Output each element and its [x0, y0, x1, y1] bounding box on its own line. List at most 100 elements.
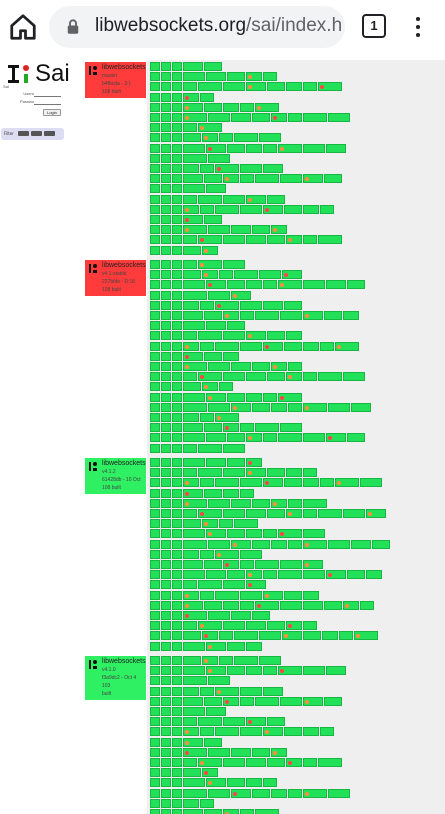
build-target[interactable] — [267, 509, 285, 518]
build-target[interactable] — [161, 458, 171, 467]
build-target[interactable] — [326, 666, 346, 676]
build-target[interactable] — [172, 133, 182, 143]
build-target[interactable] — [183, 539, 207, 549]
build-target[interactable] — [172, 82, 182, 92]
build-target[interactable] — [303, 402, 327, 412]
build-target[interactable] — [320, 341, 334, 351]
build-target[interactable] — [161, 549, 171, 559]
build-target[interactable] — [172, 478, 182, 488]
build-target[interactable] — [202, 656, 218, 665]
build-target[interactable] — [183, 174, 203, 184]
build-target[interactable] — [161, 392, 171, 402]
build-target[interactable] — [263, 341, 283, 351]
build-target[interactable] — [246, 570, 262, 580]
build-target[interactable] — [183, 433, 205, 443]
build-target[interactable] — [150, 727, 160, 737]
build-target[interactable] — [240, 478, 262, 488]
build-target[interactable] — [172, 280, 182, 290]
build-target[interactable] — [150, 443, 160, 453]
build-target[interactable] — [360, 478, 382, 488]
build-target[interactable] — [172, 676, 182, 686]
build-target[interactable] — [286, 758, 302, 767]
build-target[interactable] — [288, 498, 302, 508]
build-target[interactable] — [255, 696, 279, 706]
build-target[interactable] — [231, 611, 251, 620]
build-target[interactable] — [198, 468, 222, 478]
build-target[interactable] — [161, 133, 171, 143]
build-target[interactable] — [150, 656, 160, 665]
build-target[interactable] — [278, 666, 302, 676]
build-target[interactable] — [223, 423, 239, 433]
build-target[interactable] — [183, 509, 197, 518]
build-target[interactable] — [183, 631, 201, 641]
build-target[interactable] — [198, 621, 222, 631]
build-target[interactable] — [150, 666, 160, 676]
build-target[interactable] — [267, 468, 285, 478]
build-target[interactable] — [366, 509, 386, 518]
build-target[interactable] — [215, 164, 239, 173]
build-target[interactable] — [198, 509, 222, 518]
build-target[interactable] — [288, 539, 302, 549]
build-target[interactable] — [324, 311, 342, 320]
build-target[interactable] — [183, 737, 203, 747]
build-target[interactable] — [161, 707, 171, 716]
build-target[interactable] — [198, 260, 222, 269]
build-target[interactable] — [223, 580, 245, 590]
build-target[interactable] — [303, 590, 319, 600]
build-target[interactable] — [324, 174, 342, 184]
build-target[interactable] — [183, 362, 207, 371]
build-target[interactable] — [240, 488, 254, 498]
build-target[interactable] — [200, 727, 214, 737]
build-target[interactable] — [240, 204, 262, 214]
build-target[interactable] — [172, 611, 182, 620]
build-target[interactable] — [271, 788, 287, 798]
build-target[interactable] — [263, 590, 283, 600]
build-target[interactable] — [246, 666, 262, 676]
build-target[interactable] — [328, 788, 350, 798]
build-target[interactable] — [288, 788, 302, 798]
build-target[interactable] — [183, 498, 207, 508]
build-target[interactable] — [172, 707, 182, 716]
build-target[interactable] — [198, 82, 222, 92]
build-target[interactable] — [240, 686, 262, 696]
build-target[interactable] — [172, 580, 182, 590]
build-target[interactable] — [271, 362, 287, 371]
build-target[interactable] — [183, 788, 207, 798]
build-target[interactable] — [347, 570, 365, 580]
build-target[interactable] — [200, 92, 214, 102]
build-target[interactable] — [286, 372, 302, 382]
build-target[interactable] — [161, 778, 171, 788]
build-target[interactable] — [183, 280, 205, 290]
build-target[interactable] — [150, 498, 160, 508]
build-target[interactable] — [303, 204, 319, 214]
build-target[interactable] — [303, 560, 323, 569]
build-target[interactable] — [231, 498, 251, 508]
build-target[interactable] — [208, 362, 230, 371]
build-target[interactable] — [347, 433, 365, 443]
filter-chip[interactable] — [44, 131, 55, 136]
build-target[interactable] — [183, 458, 205, 467]
build-target[interactable] — [150, 382, 160, 392]
build-target[interactable] — [252, 788, 270, 798]
build-target[interactable] — [286, 82, 302, 92]
build-target[interactable] — [223, 194, 245, 204]
build-target[interactable] — [161, 611, 171, 620]
platform-filter[interactable]: Filter — [1, 128, 64, 140]
build-target[interactable] — [161, 686, 171, 696]
build-target[interactable] — [150, 194, 160, 204]
build-target[interactable] — [227, 641, 245, 651]
build-target[interactable] — [223, 600, 239, 610]
build-target[interactable] — [204, 174, 222, 184]
build-target[interactable] — [303, 311, 323, 320]
build-target[interactable] — [240, 549, 262, 559]
build-target[interactable] — [255, 102, 279, 112]
build-target[interactable] — [172, 488, 182, 498]
build-target[interactable] — [259, 631, 281, 641]
build-target[interactable] — [215, 590, 239, 600]
build-target[interactable] — [150, 290, 160, 300]
build-target[interactable] — [255, 600, 279, 610]
build-target[interactable] — [161, 382, 171, 392]
build-target[interactable] — [150, 321, 160, 331]
build-target[interactable] — [206, 321, 226, 331]
build-target[interactable] — [271, 539, 287, 549]
